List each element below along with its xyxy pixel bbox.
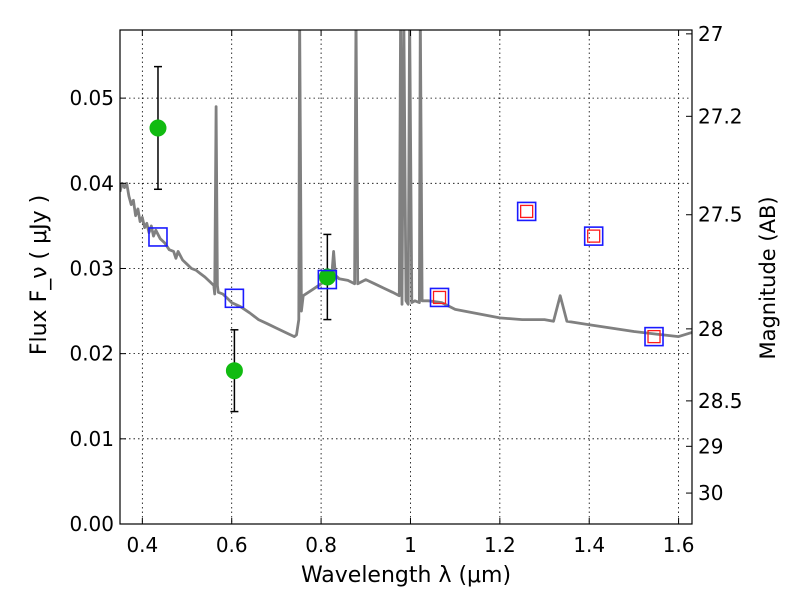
secondary-model-square <box>520 204 534 219</box>
model-flux-square <box>317 269 338 290</box>
model-flux-square <box>516 201 537 222</box>
x-tick-label: 1.6 <box>663 533 695 557</box>
axis-ticks: 0.4 0.6 0.8 1 1.2 1.4 1.6 0.00 0.01 0.02 0.03 0.04 0… <box>69 22 742 557</box>
model-flux-square <box>148 227 168 247</box>
observed-flux-point <box>318 268 336 286</box>
mag-tick-label: 27.5 <box>698 203 743 227</box>
mag-tick-label: 28.5 <box>698 389 743 413</box>
mag-tick-label: 27.2 <box>698 104 743 128</box>
x-tick-label: 0.4 <box>126 533 158 557</box>
x-tick-label: 0.6 <box>216 533 248 557</box>
model-flux-square <box>429 287 450 308</box>
model-flux-square <box>644 326 664 347</box>
y-tick-label: 0.03 <box>69 256 114 280</box>
secondary-model-square <box>587 229 601 243</box>
x-tick-label: 1.4 <box>573 533 605 557</box>
model-spectrum <box>120 30 692 338</box>
spectrum-line <box>120 30 692 338</box>
y-tick-label: 0.02 <box>69 342 114 366</box>
mag-tick-label: 30 <box>698 481 723 505</box>
observed-flux-point <box>225 362 243 380</box>
model-flux-square <box>583 226 604 246</box>
mag-tick-label: 27 <box>698 22 723 46</box>
y-tick-label: 0.01 <box>69 427 114 451</box>
y-tick-label: 0.04 <box>69 171 114 195</box>
y-axis-label-left: Flux F_ν ( μJy ) <box>27 195 52 355</box>
secondary-model-square <box>432 290 447 305</box>
photometry-markers <box>148 65 664 413</box>
x-tick-label: 1.2 <box>484 533 516 557</box>
mag-tick-label: 28 <box>698 317 723 341</box>
y-tick-label: 0.05 <box>69 86 114 110</box>
secondary-model-square <box>647 329 661 344</box>
plot-frame <box>119 29 693 525</box>
model-flux-square <box>224 288 245 309</box>
y-tick-label: 0.00 <box>69 512 114 536</box>
x-tick-label: 1 <box>404 533 417 557</box>
mag-tick-label: 29 <box>698 434 723 458</box>
observed-flux-point <box>149 119 167 137</box>
x-axis-label: Wavelength λ (μm) <box>301 563 511 588</box>
y-axis-label-right: Magnitude (AB) <box>756 196 780 359</box>
x-tick-label: 0.8 <box>305 533 337 557</box>
